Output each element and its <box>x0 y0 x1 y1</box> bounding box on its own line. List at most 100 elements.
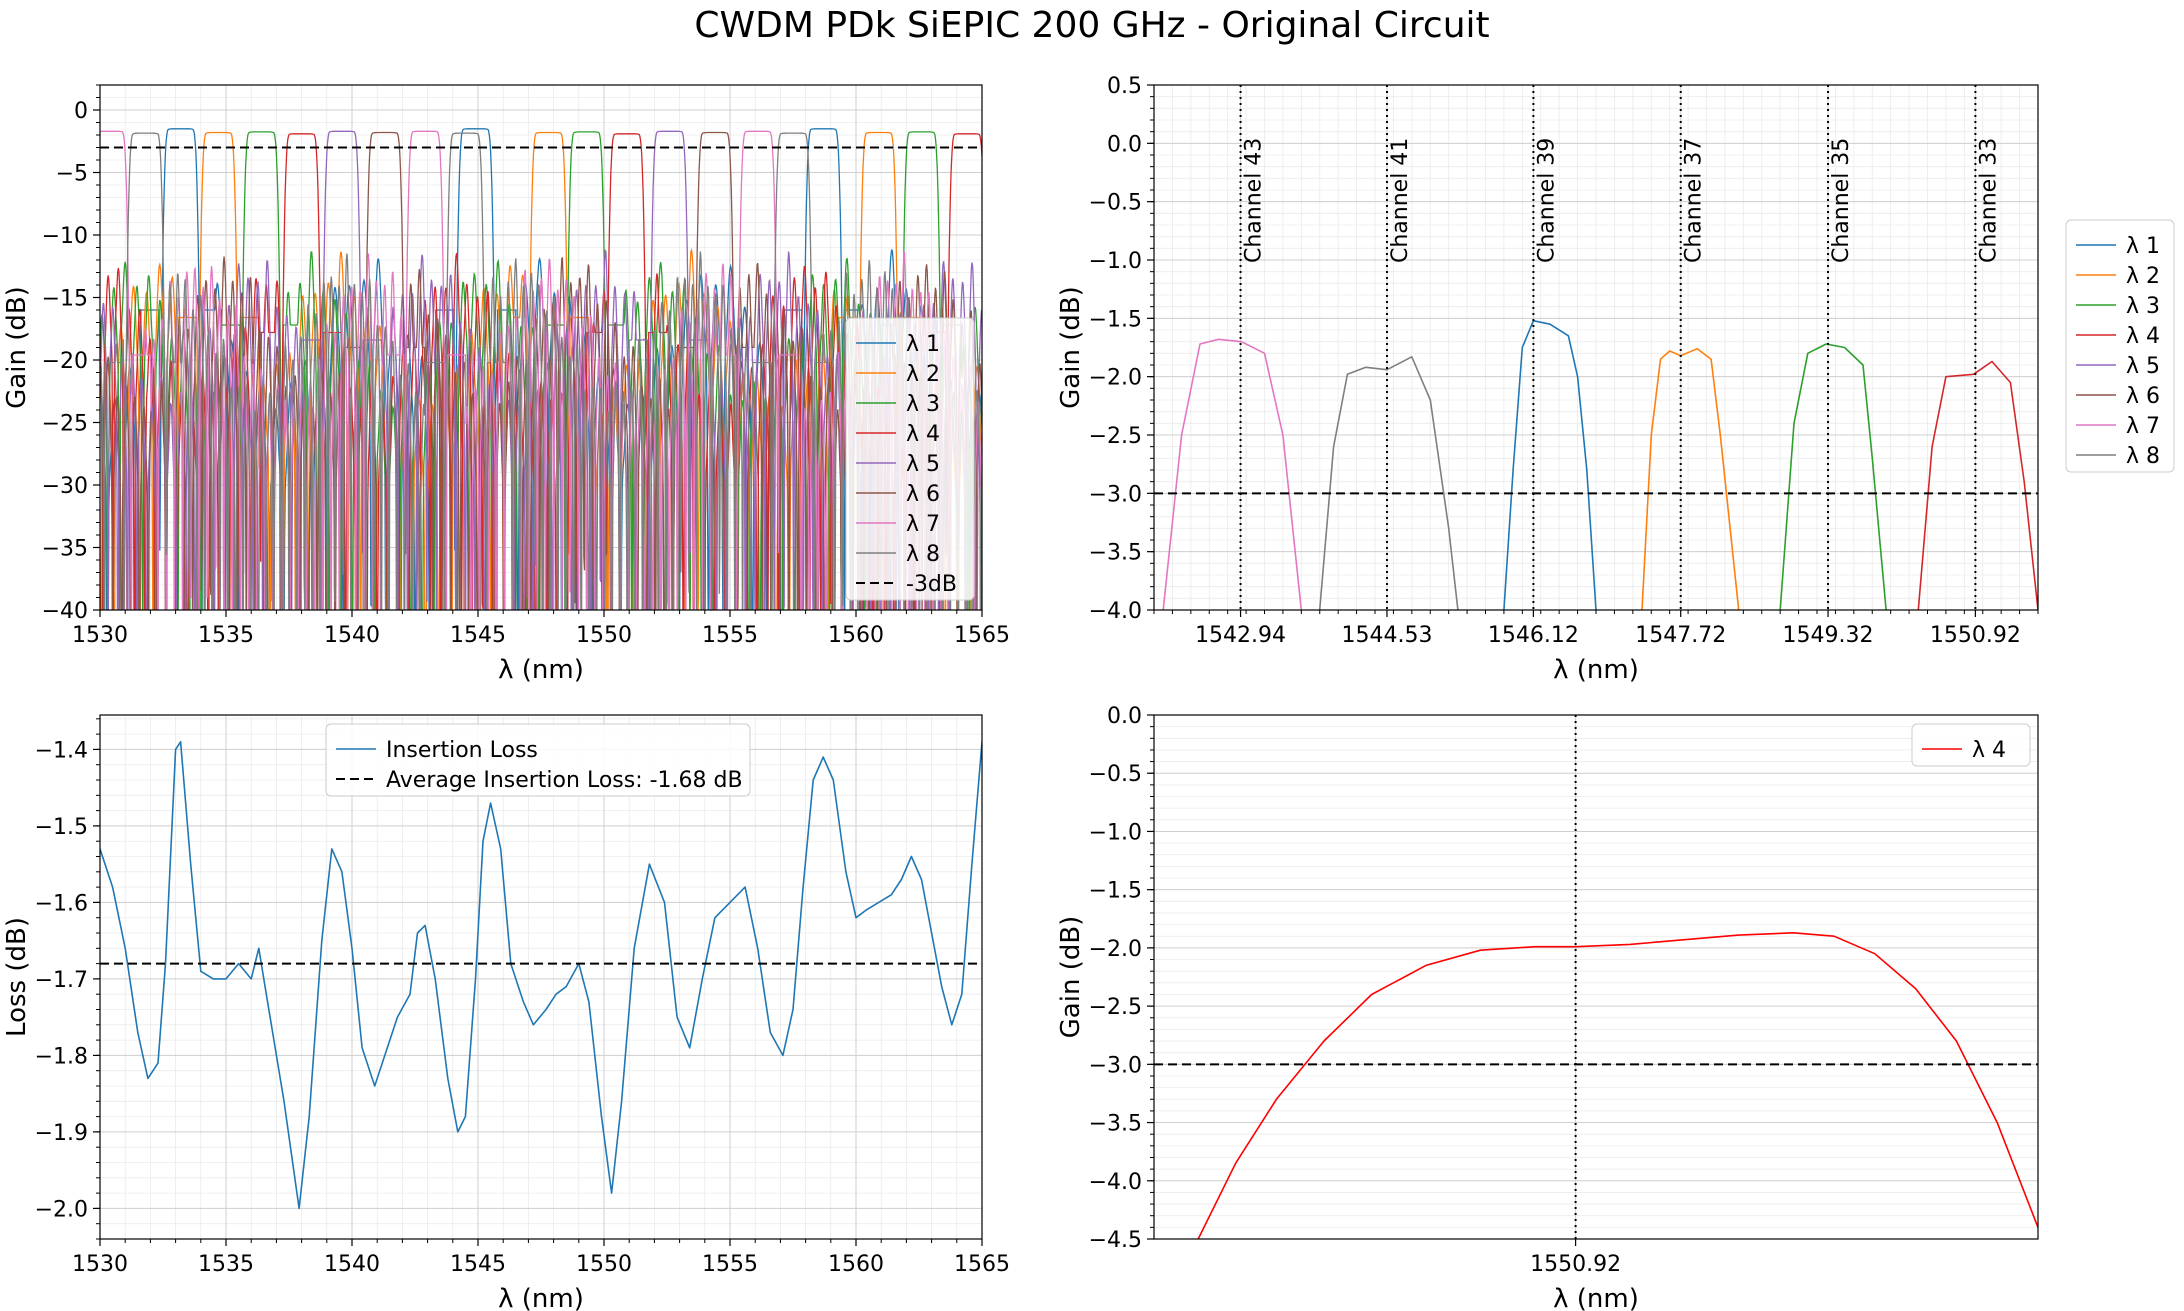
legend-entry: λ 2 <box>2126 264 2160 289</box>
x-tick-label: 1555 <box>702 1252 758 1277</box>
legend-box <box>2065 219 2175 473</box>
legend-entry: λ 4 <box>1972 738 2006 763</box>
x-tick-label: 1549.32 <box>1783 623 1874 648</box>
x-tick-label: 1540 <box>324 1252 380 1277</box>
y-tick-label: −2.5 <box>1089 424 1142 449</box>
legend-entry: Insertion Loss <box>386 738 538 763</box>
series-lines <box>1162 319 2038 610</box>
channel-label: Channel 37 <box>1682 138 1707 263</box>
y-tick-label: −0.5 <box>1089 191 1142 216</box>
y-tick-label: −1.5 <box>35 815 88 840</box>
x-axis-label: λ (nm) <box>1553 655 1639 685</box>
x-tick-label: 1565 <box>954 623 1010 648</box>
y-tick-label: −0.5 <box>1089 762 1142 787</box>
panel-channel-zoom: Channel 43 Channel 41 Channel 39 Channel 37… <box>1056 74 2175 685</box>
panel-insertion-loss: 1530 1535 1540 1545 1550 1555 1560 1565 −1.4 −1.5… <box>2 714 1010 1311</box>
legend-entry: λ 7 <box>2126 414 2160 439</box>
legend: λ 1 λ 2 λ 3 λ 4 λ 5 λ 6 λ 7 λ 8 <box>2065 219 2175 473</box>
y-tick-label: −1.0 <box>1089 820 1142 845</box>
channel-label: Channel 33 <box>1976 138 2001 263</box>
x-axis-label: λ (nm) <box>498 1284 584 1311</box>
y-tick-label: −1.5 <box>1089 879 1142 904</box>
legend-box <box>325 723 751 797</box>
y-tick-label: −2.0 <box>1089 366 1142 391</box>
panel-all-channels: 1530 1535 1540 1545 1550 1555 1560 1565 0 −5 −10 −1… <box>2 84 1010 685</box>
legend-entry: λ 1 <box>906 332 940 357</box>
x-tick-label: 1545 <box>450 1252 506 1277</box>
x-tick-label: 1535 <box>198 623 254 648</box>
y-axis-label: Gain (dB) <box>1056 916 1086 1039</box>
channel-label: Channel 39 <box>1534 138 1559 263</box>
legend-entry: λ 7 <box>906 512 940 537</box>
axes-frame <box>1153 714 2039 1240</box>
y-tick-label: −1.5 <box>1089 307 1142 332</box>
legend-entry: λ 3 <box>2126 294 2160 319</box>
legend-box <box>1911 723 2031 767</box>
y-tick-label: −30 <box>42 474 88 499</box>
legend-entry: λ 4 <box>906 422 940 447</box>
y-tick-label: −40 <box>42 599 88 624</box>
y-tick-label: −3.5 <box>1089 541 1142 566</box>
channel-label: Channel 41 <box>1388 138 1413 263</box>
legend-entry: λ 8 <box>2126 444 2160 469</box>
legend: Insertion Loss Average Insertion Loss: -1… <box>325 723 751 797</box>
y-tick-label: −25 <box>42 412 88 437</box>
channel-label: Channel 43 <box>1242 138 1267 263</box>
grid <box>1153 84 2039 611</box>
series-line-3 <box>1779 343 1887 610</box>
series-line-1 <box>100 741 982 1210</box>
y-tick-label: −15 <box>42 287 88 312</box>
legend-box <box>845 317 975 601</box>
x-tick-label: 1550.92 <box>1530 1252 1621 1277</box>
y-tick-label: −1.4 <box>35 738 88 763</box>
x-tick-label: 1545 <box>450 623 506 648</box>
series-line-8 <box>1318 356 1459 610</box>
y-axis-label: Gain (dB) <box>1056 286 1086 409</box>
grid <box>99 715 983 1240</box>
y-tick-label: 0.0 <box>1107 132 1142 157</box>
figure-title: CWDM PDk SiEPIC 200 GHz - Original Circu… <box>694 5 1489 46</box>
x-tick-label: 1560 <box>828 623 884 648</box>
legend: λ 1 λ 2 λ 3 λ 4 λ 5 λ 6 λ 7 λ 8 -3dB <box>845 317 975 601</box>
x-tick-label: 1565 <box>954 1252 1010 1277</box>
x-tick-label: 1550.92 <box>1930 623 2021 648</box>
x-tick-label: 1546.12 <box>1488 623 1579 648</box>
y-tick-label: 0.0 <box>1107 704 1142 729</box>
series-lines <box>100 128 982 610</box>
y-tick-label: −1.0 <box>1089 249 1142 274</box>
y-tick-label: −2.0 <box>1089 937 1142 962</box>
legend-entry: λ 6 <box>2126 384 2160 409</box>
y-tick-label: −4.0 <box>1089 1170 1142 1195</box>
y-tick-label: −1.8 <box>35 1044 88 1069</box>
panel-single-channel: 1550.92 0.0 −0.5 −1.0 −1.5 −2.0 −2.5 −3.0 −3.5 −4… <box>1056 704 2039 1311</box>
legend-entry: Average Insertion Loss: -1.68 dB <box>386 768 743 793</box>
legend-entry: λ 6 <box>906 482 940 507</box>
series-line-1 <box>1197 932 2038 1239</box>
y-tick-label: −1.7 <box>35 968 88 993</box>
y-tick-label: −35 <box>42 537 88 562</box>
x-tick-label: 1555 <box>702 623 758 648</box>
series-line-4 <box>1917 360 2038 610</box>
y-axis-label: Gain (dB) <box>2 286 32 409</box>
legend-entry: λ 3 <box>906 392 940 417</box>
x-tick-label: 1540 <box>324 623 380 648</box>
y-tick-label: 0.5 <box>1107 74 1142 99</box>
y-tick-label: −3.0 <box>1089 482 1142 507</box>
x-axis-label: λ (nm) <box>1553 1284 1639 1311</box>
series-line-2 <box>1641 347 1740 610</box>
y-tick-label: −4.0 <box>1089 599 1142 624</box>
x-axis-label: λ (nm) <box>498 655 584 685</box>
legend: λ 4 <box>1911 723 2031 767</box>
x-tick-label: 1535 <box>198 1252 254 1277</box>
legend-entry: λ 5 <box>2126 354 2160 379</box>
y-tick-label: −20 <box>42 349 88 374</box>
x-tick-label: 1542.94 <box>1195 623 1286 648</box>
axes-frame <box>99 714 983 1240</box>
y-tick-label: −2.0 <box>35 1197 88 1222</box>
x-tick-label: 1550 <box>576 623 632 648</box>
legend-entry: λ 2 <box>906 362 940 387</box>
y-tick-label: −3.5 <box>1089 1112 1142 1137</box>
x-tick-label: 1550 <box>576 1252 632 1277</box>
y-tick-label: −5 <box>56 162 88 187</box>
